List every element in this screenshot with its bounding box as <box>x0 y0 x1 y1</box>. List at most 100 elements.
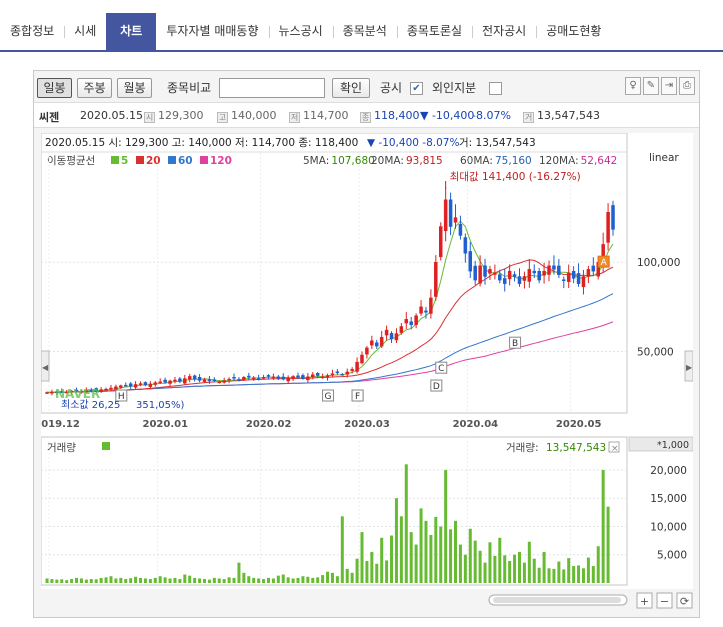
candle-body-51 <box>296 375 300 378</box>
volume-bar-33 <box>207 579 211 583</box>
volume-bar-27 <box>178 579 182 583</box>
tab-7[interactable]: 전자공시 <box>472 13 536 50</box>
disclosure-checkbox[interactable]: ✔ <box>410 82 423 95</box>
volume-bar-92 <box>498 537 502 583</box>
candle-body-42 <box>251 377 256 380</box>
open-price: 시 129,300 <box>144 109 204 123</box>
volume-bar-112 <box>596 546 600 583</box>
min-label: 최소값 26,25 <box>61 399 120 411</box>
price-chart[interactable]: 2020.05.15 시: 129,300 고: 140,000 저: 114,… <box>41 133 693 613</box>
volume-bar-66 <box>370 551 374 583</box>
ma-legend-swatch-20 <box>136 156 144 164</box>
ma-legend-swatch-5 <box>111 156 119 164</box>
weekly-button[interactable]: 주봉 <box>77 78 112 98</box>
candle-body-10 <box>94 388 98 391</box>
volume-bar-4 <box>65 580 69 583</box>
volume-tick-3: 5,000 <box>657 550 687 562</box>
volume-bar-30 <box>193 577 197 583</box>
volume-label: 거래량 <box>47 442 76 454</box>
volume-bar-20 <box>143 578 147 583</box>
volume-bar-49 <box>286 577 290 583</box>
candle-body-109 <box>581 276 586 288</box>
candle-body-27 <box>178 378 182 382</box>
event-marker-D <box>430 379 443 392</box>
foreign-checkbox[interactable] <box>489 82 502 95</box>
candle-body-85 <box>463 237 468 254</box>
candle-body-84 <box>458 224 463 236</box>
candle-body-88 <box>478 265 482 284</box>
candle-body-101 <box>542 270 546 276</box>
candle-body-23 <box>158 381 162 384</box>
volume-close-icon: × <box>611 444 619 454</box>
x-tick-4: 2020.04 <box>453 419 499 430</box>
volume-bar-12 <box>104 577 108 583</box>
volume-bar-98 <box>527 541 531 583</box>
candle-body-77 <box>424 310 428 313</box>
candle-body-3 <box>60 391 64 393</box>
candle-body-52 <box>301 375 305 379</box>
ma-value-3: 52,642 <box>581 155 618 167</box>
volume-bar-3 <box>60 579 64 583</box>
candle-body-2 <box>55 391 59 394</box>
candle-body-96 <box>517 276 522 284</box>
volume-bar-31 <box>198 578 202 583</box>
volume-bar-89 <box>483 562 487 583</box>
event-marker-H <box>115 389 128 402</box>
daily-button[interactable]: 일봉 <box>37 78 72 98</box>
volume-bar-95 <box>513 554 517 583</box>
tab-2[interactable]: 차트 <box>106 13 157 50</box>
candle-body-39 <box>237 379 241 381</box>
volume-bar-21 <box>148 579 152 583</box>
volume-bar-93 <box>503 555 507 583</box>
volume-bar-39 <box>237 562 241 583</box>
tab-0[interactable]: 종합정보 <box>10 24 55 38</box>
pen-icon[interactable]: ✎ <box>643 77 659 95</box>
volume-bar-36 <box>222 579 226 583</box>
high-price: 고 140,000 <box>217 109 277 123</box>
volume-bar-73 <box>404 464 408 583</box>
zoom-btn-2 <box>676 592 693 609</box>
candle-body-61 <box>345 371 349 375</box>
volume-bar-5 <box>70 579 74 583</box>
tab-3[interactable]: 투자자별 매매동향 <box>166 24 259 38</box>
volume-bar-32 <box>202 579 206 583</box>
candle-body-106 <box>566 272 571 282</box>
candle-body-50 <box>291 376 295 379</box>
volume-bar-97 <box>522 562 526 583</box>
candle-body-102 <box>547 265 551 275</box>
volume-bar-82 <box>449 529 453 583</box>
tab-5[interactable]: 종목분석 <box>332 13 397 50</box>
candle-body-35 <box>217 381 222 384</box>
candle-body-75 <box>414 315 418 325</box>
candle-body-49 <box>286 377 290 382</box>
candle-body-73 <box>404 319 409 324</box>
print-icon[interactable]: ⎙ <box>679 77 695 95</box>
candle-body-63 <box>355 361 359 372</box>
candle-body-28 <box>183 378 187 384</box>
candle-body-114 <box>606 212 610 243</box>
confirm-button[interactable]: 확인 <box>332 78 370 98</box>
volume-bar-41 <box>247 576 251 583</box>
tab-6[interactable]: 종목토론실 <box>396 13 472 50</box>
candle-body-87 <box>473 265 477 281</box>
volume-bar-78 <box>429 534 433 583</box>
event-marker-F <box>351 389 364 402</box>
split-icon[interactable]: ⇥ <box>661 77 677 95</box>
tab-1[interactable]: 시세 <box>64 13 106 50</box>
candle-body-48 <box>281 376 285 380</box>
volume-bar-43 <box>257 578 261 583</box>
candle-body-95 <box>512 274 517 277</box>
tab-8[interactable]: 공매도현황 <box>536 13 611 50</box>
monthly-button[interactable]: 월봉 <box>117 78 152 98</box>
volume-bar-72 <box>399 516 403 583</box>
compare-input[interactable] <box>219 78 325 98</box>
volume-bar-47 <box>276 575 280 583</box>
tab-4[interactable]: 뉴스공시 <box>268 13 333 50</box>
candle-body-107 <box>571 271 576 279</box>
volume-bar-104 <box>557 561 561 583</box>
candle-body-30 <box>192 375 197 380</box>
volume-bar-50 <box>291 578 295 583</box>
candle-body-38 <box>232 377 236 379</box>
volume-bar-2 <box>55 579 59 583</box>
bulb-icon[interactable]: ♀ <box>625 77 641 95</box>
